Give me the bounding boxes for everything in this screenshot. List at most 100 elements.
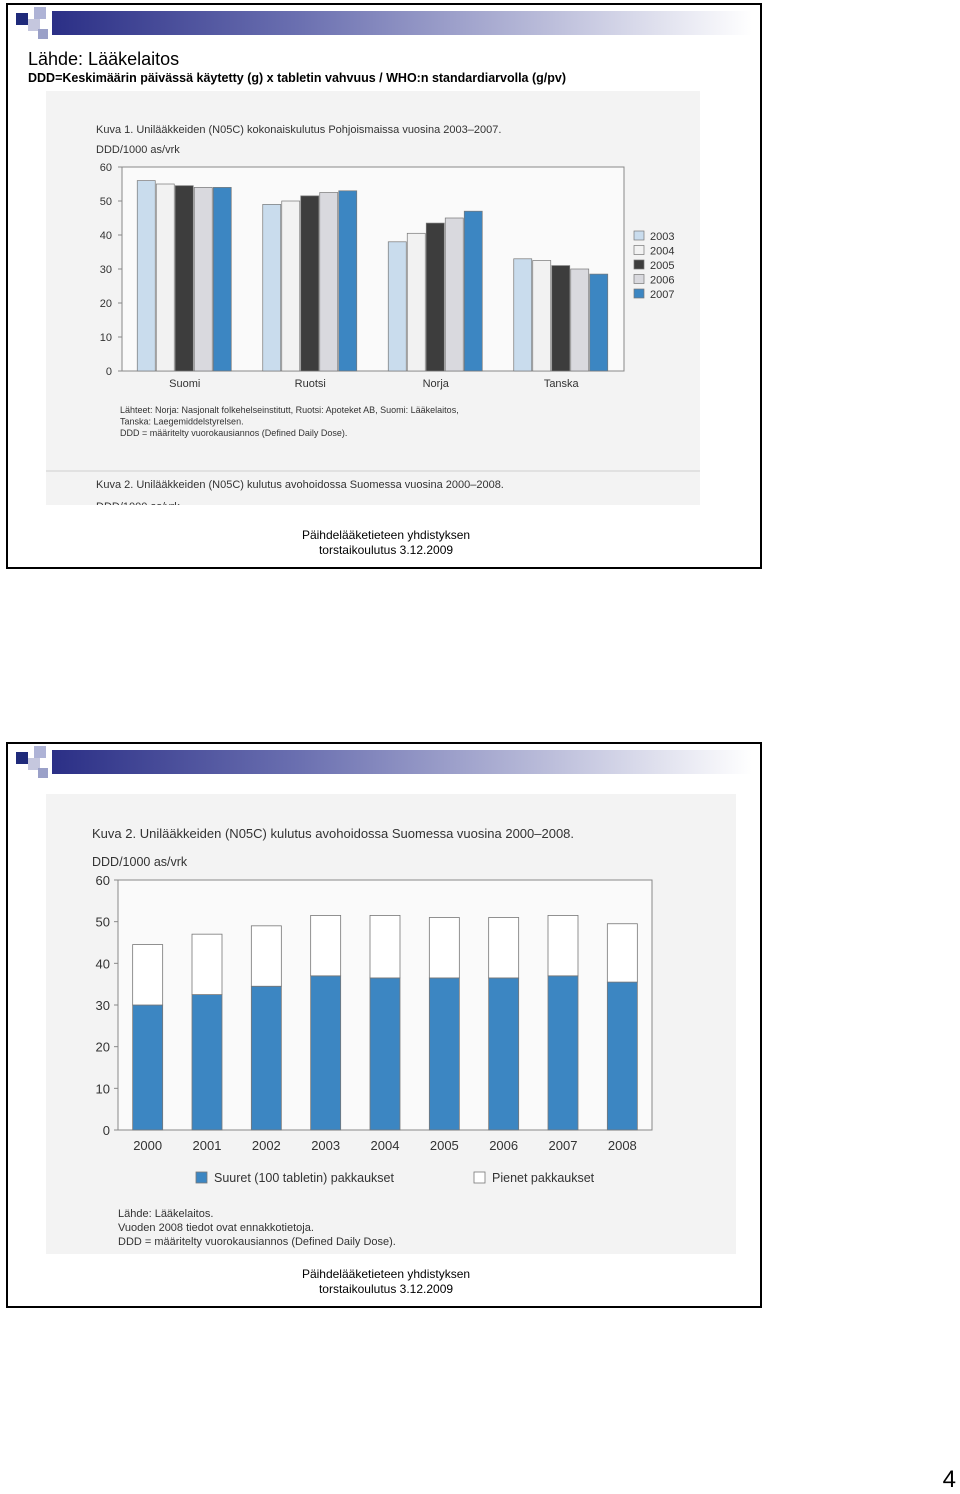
deco-square-icon: [38, 768, 48, 778]
y-axis-label: DDD/1000 as/vrk: [92, 855, 188, 869]
footer-line-2: torstaikoulutus 3.12.2009: [318, 1282, 454, 1296]
bar-2007-suuret: [547, 975, 579, 1131]
page-number: 4: [942, 1466, 956, 1493]
legend-label: 2006: [650, 275, 674, 287]
header-gradient-bar: [52, 750, 752, 774]
bar-Suomi-2004: [155, 183, 175, 372]
footer-line-1: Päihdelääketieteen yhdistyksen: [301, 528, 471, 542]
footer-line-1: Päihdelääketieteen yhdistyksen: [301, 1267, 471, 1281]
legend-swatch: [633, 274, 645, 284]
bar-2005-suuret: [428, 977, 460, 1131]
y-tick-label: 10: [96, 1081, 110, 1096]
deco-square-icon: [28, 19, 40, 31]
footer-line-2: torstaikoulutus 3.12.2009: [318, 543, 454, 557]
legend-label: Pienet pakkaukset: [492, 1171, 595, 1185]
slide-header-decoration: [8, 5, 760, 45]
x-tick-label: 2005: [430, 1138, 459, 1153]
bar-2006-suuret: [488, 977, 520, 1131]
x-tick-label: Tanska: [544, 378, 580, 390]
deco-square-icon: [38, 29, 48, 39]
bar-2004-pienet: [369, 915, 401, 979]
legend-label: 2003: [650, 231, 674, 243]
y-tick-label: 0: [103, 1123, 110, 1138]
x-tick-label: 2002: [252, 1138, 281, 1153]
y-tick-label: 20: [96, 1040, 110, 1055]
y-tick-label: 30: [100, 264, 112, 276]
bar-Tanska-2003: [513, 258, 533, 372]
bar-Suomi-2003: [136, 180, 156, 372]
slide-footer: Päihdelääketieteen yhdistyksen torstaiko…: [8, 528, 760, 558]
chart-note: DDD = määritelty vuorokausiannos (Define…: [118, 1236, 396, 1248]
bar-Suomi-2006: [193, 187, 213, 372]
legend-swatch: [633, 259, 645, 270]
bar-Norja-2005: [425, 222, 445, 372]
bar-Ruotsi-2004: [281, 200, 301, 372]
chart-note: Lähde: Lääkelaitos.: [118, 1208, 213, 1220]
bar-2001-suuret: [191, 994, 223, 1131]
x-tick-label: 2006: [489, 1138, 518, 1153]
bar-2002-pienet: [250, 925, 282, 987]
chart-scan-2: Kuva 2. Unilääkkeiden (N05C) kulutus avo…: [46, 794, 736, 1254]
x-tick-label: Norja: [423, 378, 450, 390]
chart-scan-1: Kuva 1. Unilääkkeiden (N05C) kokonaiskul…: [46, 91, 700, 513]
next-chart-title: Kuva 2. Unilääkkeiden (N05C) kulutus avo…: [96, 479, 504, 491]
chart-note: Vuoden 2008 tiedot ovat ennakkotietoja.: [118, 1222, 314, 1234]
bar-2005-pienet: [428, 917, 460, 979]
deco-square-icon: [34, 746, 46, 758]
bar-2004-suuret: [369, 977, 401, 1131]
legend-label: Suuret (100 tabletin) pakkaukset: [214, 1171, 394, 1185]
x-tick-label: 2007: [549, 1138, 578, 1153]
y-tick-label: 30: [96, 998, 110, 1013]
legend-label: 2007: [650, 289, 674, 301]
header-gradient-bar: [52, 11, 752, 35]
slide-footer: Päihdelääketieteen yhdistyksen torstaiko…: [8, 1267, 760, 1297]
chart-note: DDD = määritelty vuorokausiannos (Define…: [120, 428, 347, 438]
chart-note: Tanska: Laegemiddelstyrelsen.: [120, 417, 244, 427]
y-tick-label: 60: [100, 162, 112, 174]
slide-title: Lähde: Lääkelaitos: [28, 49, 180, 69]
bar-Norja-2003: [387, 241, 407, 372]
bar-Tanska-2005: [551, 265, 571, 372]
bar-Tanska-2004: [532, 260, 552, 372]
slide-header-decoration: [8, 744, 760, 784]
y-tick-label: 40: [100, 230, 112, 242]
bar-Suomi-2005: [174, 185, 194, 372]
bar-Suomi-2007: [212, 187, 232, 372]
bar-Ruotsi-2005: [300, 195, 320, 372]
legend-swatch: [633, 245, 645, 255]
legend-swatch: [195, 1171, 208, 1184]
deco-square-icon: [28, 758, 40, 770]
slide-2: Kuva 2. Unilääkkeiden (N05C) kulutus avo…: [6, 742, 762, 1308]
deco-square-icon: [16, 13, 28, 25]
bar-2003-pienet: [310, 915, 342, 977]
slide-subtitle: DDD=Keskimäärin päivässä käytetty (g) x …: [28, 71, 567, 85]
x-tick-label: 2004: [371, 1138, 400, 1153]
y-tick-label: 50: [100, 196, 112, 208]
chart-2: Kuva 2. Unilääkkeiden (N05C) kulutus avo…: [92, 826, 653, 1248]
deco-square-icon: [16, 752, 28, 764]
bar-Tanska-2007: [589, 273, 609, 372]
bar-Tanska-2006: [570, 268, 590, 372]
bar-2006-pienet: [488, 917, 520, 979]
bar-2008-pienet: [606, 923, 638, 983]
legend-label: 2005: [650, 260, 674, 272]
bar-2002-suuret: [250, 985, 282, 1131]
x-tick-label: 2008: [608, 1138, 637, 1153]
chart-title: Kuva 2. Unilääkkeiden (N05C) kulutus avo…: [92, 826, 574, 841]
x-tick-label: Ruotsi: [295, 378, 326, 390]
x-tick-label: 2000: [133, 1138, 162, 1153]
y-tick-label: 10: [100, 332, 112, 344]
bar-Norja-2006: [444, 217, 464, 372]
x-tick-label: Suomi: [169, 378, 200, 390]
bar-Norja-2004: [406, 232, 426, 372]
y-tick-label: 40: [96, 956, 110, 971]
bar-2000-suuret: [132, 1004, 164, 1131]
chart-title: Kuva 1. Unilääkkeiden (N05C) kokonaiskul…: [96, 124, 501, 136]
y-tick-label: 60: [96, 873, 110, 888]
y-tick-label: 0: [106, 366, 112, 378]
bar-Ruotsi-2003: [262, 204, 282, 372]
legend-swatch: [633, 288, 645, 299]
legend-swatch: [473, 1171, 486, 1184]
next-chart-ylabel: DDD/1000 as/vrk: [96, 501, 180, 505]
y-tick-label: 20: [100, 298, 112, 310]
